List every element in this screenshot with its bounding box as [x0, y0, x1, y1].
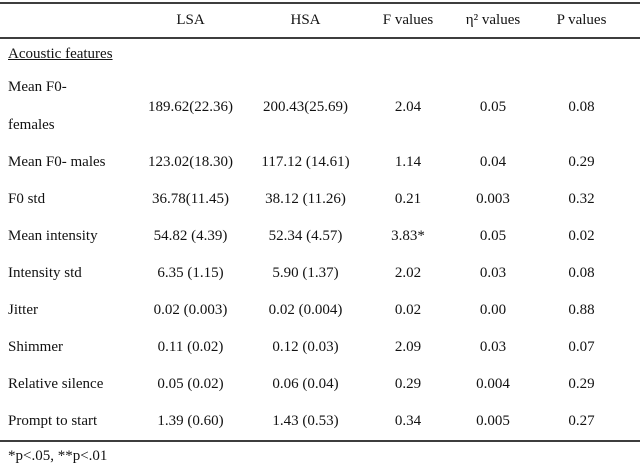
eta-squared-value: 0.05 — [479, 228, 507, 244]
lsa-value: 1.39 (0.60) — [157, 413, 224, 429]
f-value: 0.02 — [394, 302, 422, 318]
feature-label-line1: Mean F0- — [8, 79, 67, 95]
section-title: Acoustic features — [8, 46, 113, 62]
lsa-value: 0.02 (0.003) — [153, 302, 228, 318]
table-row: Intensity std 6.35 (1.15) 5.90 (1.37) 2.… — [0, 255, 640, 292]
eta-squared-value: 0.05 — [479, 98, 507, 115]
feature-label: Jitter — [8, 302, 38, 318]
f-value: 0.29 — [394, 376, 422, 392]
hsa-value: 1.43 (0.53) — [272, 413, 339, 429]
section-header-row: Acoustic features — [0, 39, 640, 70]
lsa-value: 6.35 (1.15) — [157, 265, 224, 281]
feature-label: Prompt to start — [8, 413, 98, 429]
table-row: Mean intensity 54.82 (4.39) 52.34 (4.57)… — [0, 218, 640, 255]
p-value: 0.29 — [568, 376, 595, 392]
table-row: Jitter 0.02 (0.003) 0.02 (0.004) 0.02 0.… — [0, 292, 640, 329]
f-value: 3.83* — [391, 228, 425, 244]
eta-squared-value: 0.003 — [476, 191, 510, 207]
hsa-value: 200.43(25.69) — [263, 98, 348, 115]
table-row: Mean F0- males 123.02(18.30) 117.12 (14.… — [0, 144, 640, 181]
f-value: 0.21 — [394, 191, 422, 207]
f-value: 0.34 — [394, 413, 422, 429]
lsa-value: 123.02(18.30) — [148, 154, 233, 170]
column-header-p-values: P values — [556, 12, 607, 28]
table-row: Prompt to start 1.39 (0.60) 1.43 (0.53) … — [0, 403, 640, 440]
p-value: 0.08 — [568, 98, 595, 115]
hsa-value: 38.12 (11.26) — [265, 191, 346, 207]
lsa-value: 36.78(11.45) — [152, 191, 229, 207]
p-value: 0.08 — [568, 265, 595, 281]
f-value: 2.04 — [394, 98, 422, 115]
feature-label: Mean F0- males — [8, 154, 106, 170]
f-value: 2.02 — [394, 265, 422, 281]
eta-squared-value: 0.004 — [476, 376, 510, 392]
p-value: 0.88 — [568, 302, 595, 318]
table-header-row: LSA HSA F values η² values P values — [0, 4, 640, 39]
p-value: 0.29 — [568, 154, 595, 170]
lsa-value: 54.82 (4.39) — [153, 228, 228, 244]
hsa-value: 52.34 (4.57) — [268, 228, 343, 244]
significance-footnote: *p<.05, **p<.01 — [8, 448, 108, 464]
table-row: Mean F0- females 189.62(22.36) 200.43(25… — [0, 70, 640, 144]
eta-squared-value: 0.03 — [479, 265, 507, 281]
column-header-hsa: HSA — [290, 12, 321, 28]
feature-label: Relative silence — [8, 376, 104, 392]
hsa-value: 0.06 (0.04) — [272, 376, 339, 392]
eta-squared-value: 0.03 — [479, 339, 507, 355]
hsa-value: 117.12 (14.61) — [261, 154, 350, 170]
p-value: 0.27 — [568, 413, 595, 429]
feature-label: F0 std — [8, 191, 46, 207]
column-header-lsa: LSA — [176, 12, 205, 28]
f-value: 1.14 — [394, 154, 422, 170]
hsa-value: 0.02 (0.004) — [268, 302, 343, 318]
lsa-value: 0.05 (0.02) — [157, 376, 224, 392]
table-row: F0 std 36.78(11.45) 38.12 (11.26) 0.21 0… — [0, 181, 640, 218]
feature-label: Mean F0- females — [0, 70, 138, 144]
lsa-value: 0.11 (0.02) — [157, 339, 224, 355]
results-table: LSA HSA F values η² values P values Acou… — [0, 2, 640, 442]
table-row: Shimmer 0.11 (0.02) 0.12 (0.03) 2.09 0.0… — [0, 329, 640, 366]
p-value: 0.32 — [568, 191, 595, 207]
eta-squared-value: 0.04 — [479, 154, 507, 170]
table-row: Relative silence 0.05 (0.02) 0.06 (0.04)… — [0, 366, 640, 403]
feature-label: Shimmer — [8, 339, 63, 355]
lsa-value: 189.62(22.36) — [148, 98, 233, 115]
hsa-value: 0.12 (0.03) — [272, 339, 339, 355]
p-value: 0.02 — [568, 228, 595, 244]
column-header-eta-squared-values: η² values — [465, 12, 521, 28]
feature-label: Intensity std — [8, 265, 82, 281]
p-value: 0.07 — [568, 339, 595, 355]
feature-label-line2: females — [8, 117, 55, 133]
eta-squared-value: 0.005 — [476, 413, 510, 429]
hsa-value: 5.90 (1.37) — [272, 265, 339, 281]
feature-label: Mean intensity — [8, 228, 98, 244]
f-value: 2.09 — [394, 339, 422, 355]
eta-squared-value: 0.00 — [479, 302, 507, 318]
column-header-f-values: F values — [382, 12, 434, 28]
